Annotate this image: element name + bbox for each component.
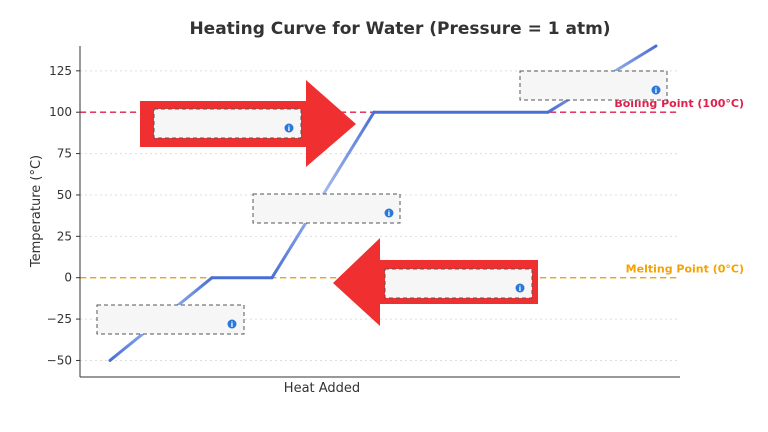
chart-title: Heating Curve for Water (Pressure = 1 at… [189,19,610,39]
svg-text:i: i [655,87,657,95]
annotation-box-melting: i [384,268,533,299]
annotation-box-steam-heating: i [519,70,668,101]
annotation-box-ice-heating: i [96,304,245,335]
y-tick-label: 25 [57,229,72,243]
x-axis-label: Heat Added [284,381,360,396]
info-icon: i [284,123,294,133]
info-icon: i [227,319,237,329]
axes [79,46,680,378]
y-axis-label: Temperature (°C) [29,155,44,268]
y-tick-label: 50 [57,188,72,202]
y-tick-label: 75 [57,147,72,161]
y-tick-label: −25 [47,312,72,326]
y-tick-label: 125 [49,64,72,78]
y-tick-label: 0 [64,271,72,285]
svg-text:i: i [519,285,521,293]
info-icon: i [651,85,661,95]
y-tick-label: 100 [49,105,72,119]
svg-text:i: i [231,321,233,329]
reference-line-label: Melting Point (0°C) [626,263,744,276]
info-icon: i [384,208,394,218]
y-tick-label: −50 [47,353,72,367]
annotation-box-water-heating: i [252,193,401,224]
y-ticks: −50 −25 0 25 50 75 100 125 [47,64,80,367]
annotation-box-boiling: i [153,108,302,139]
info-icon: i [515,283,525,293]
svg-text:i: i [288,125,290,133]
svg-text:i: i [388,210,390,218]
